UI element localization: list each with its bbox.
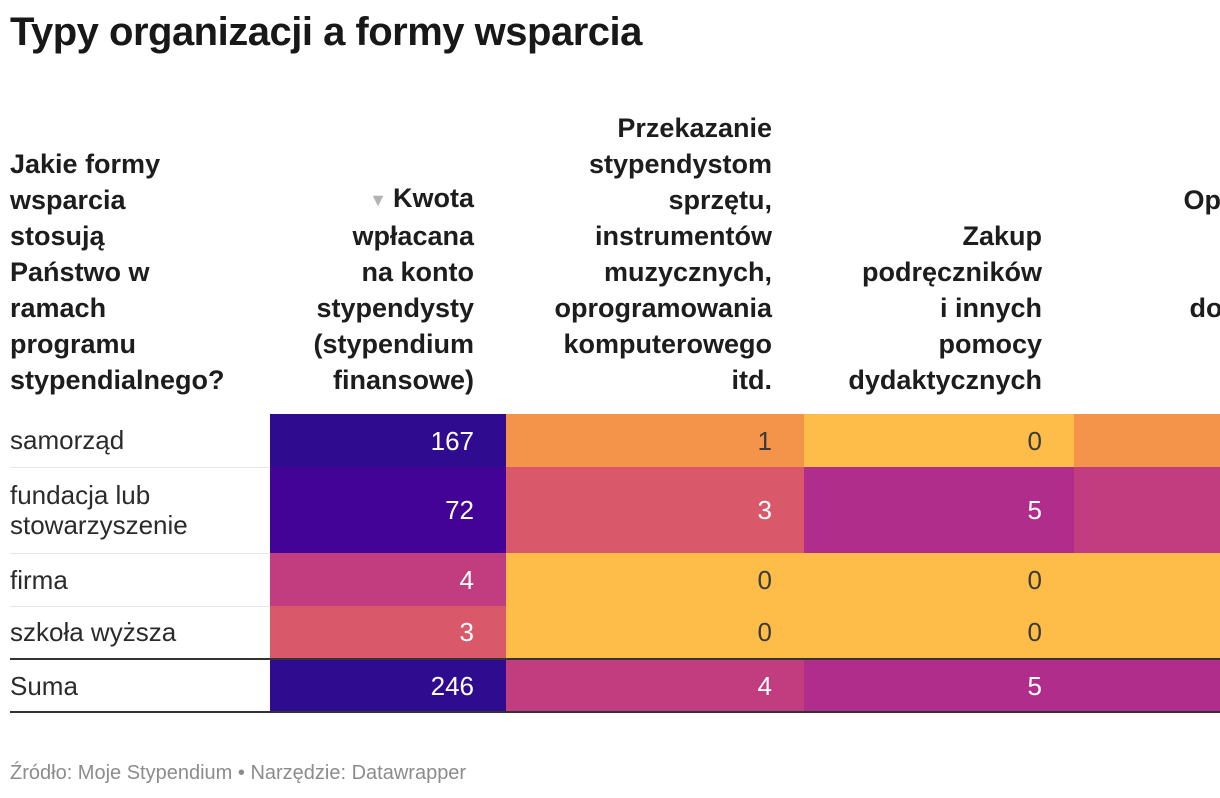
column-header-3[interactable]: Zakup podręczników i innych pomocy dydaktycz… bbox=[804, 110, 1074, 414]
column-header-line: itd. bbox=[731, 365, 773, 395]
column-header-line: i innych bbox=[939, 293, 1042, 323]
heatmap-cell: 5 bbox=[804, 467, 1074, 553]
total-label: Suma bbox=[10, 659, 270, 713]
column-header-line: oprogramowania bbox=[554, 293, 772, 323]
column-header-line: Zakup bbox=[962, 221, 1042, 251]
column-header-4[interactable]: Opłacenkosztdojazdo szkolubstud bbox=[1074, 110, 1220, 414]
heatmap-cell bbox=[1074, 414, 1220, 467]
source-note: Źródło: Moje Stypendium • Narzędzie: Dat… bbox=[10, 762, 467, 784]
header-row: Jakie formy wsparcia stosują Państwo w ramac… bbox=[10, 110, 1220, 414]
heatmap-cell: 3 bbox=[506, 467, 804, 553]
table-row: samorząd 167 1 0 bbox=[10, 414, 1220, 468]
chart-title: Typy organizacji a formy wsparcia bbox=[10, 10, 642, 54]
column-header-2[interactable]: Przekazanie stypendystom sprzętu, instrumen… bbox=[506, 110, 804, 414]
column-header-line: finansowe) bbox=[332, 365, 474, 395]
row-header-line: stosują bbox=[10, 221, 105, 251]
column-header-line: komputerowego bbox=[563, 329, 772, 359]
row-label: samorząd bbox=[10, 414, 270, 468]
table-row: fundacja lub stowarzyszenie 72 3 5 bbox=[10, 467, 1220, 554]
heatmap-cell: 0 bbox=[804, 414, 1074, 467]
column-header-line: Opłacen bbox=[1183, 185, 1220, 215]
row-header-line: Państwo w bbox=[10, 257, 150, 287]
heatmap-cell: 167 bbox=[270, 414, 506, 467]
heatmap-cell bbox=[1074, 606, 1220, 660]
total-row: Suma 246 4 5 bbox=[10, 659, 1220, 713]
heatmap-cell: 4 bbox=[270, 553, 506, 606]
heatmap-cell: 0 bbox=[506, 606, 804, 660]
row-header-line: Jakie formy bbox=[10, 149, 161, 179]
heatmap-table: Jakie formy wsparcia stosują Państwo w ramac… bbox=[10, 110, 1220, 713]
heatmap-cell: 72 bbox=[270, 467, 506, 553]
row-header-line: programu bbox=[10, 329, 137, 359]
column-header-line: na konto bbox=[361, 257, 475, 287]
heatmap-cell: 4 bbox=[506, 659, 804, 713]
row-label-line: szkoła wyższa bbox=[10, 617, 177, 648]
row-label-line: Suma bbox=[10, 670, 78, 701]
heatmap-cell: 0 bbox=[506, 553, 804, 606]
row-label: szkoła wyższa bbox=[10, 606, 270, 660]
heatmap-cell: 1 bbox=[506, 414, 804, 467]
table-row: firma 4 0 0 bbox=[10, 553, 1220, 607]
column-header-line: muzycznych, bbox=[603, 257, 772, 287]
row-label: firma bbox=[10, 553, 270, 607]
column-header-1[interactable]: ▼ Kwota wpłacana na konto stypendysty (stypen… bbox=[270, 110, 506, 414]
row-header-line: wsparcia bbox=[10, 185, 126, 215]
column-header-line: Przekazanie bbox=[617, 113, 772, 143]
heatmap-cell bbox=[1074, 553, 1220, 606]
column-header-line: instrumentów bbox=[594, 221, 772, 251]
heatmap-cell: 246 bbox=[270, 659, 506, 713]
row-header-line: ramach bbox=[10, 293, 107, 323]
column-header-line: (stypendium bbox=[313, 329, 474, 359]
table-body: samorząd 167 1 0 fundacja lub stowarzyszenie 7… bbox=[10, 414, 1220, 713]
table-row: szkoła wyższa 3 0 0 bbox=[10, 606, 1220, 660]
column-header-line: pomocy bbox=[938, 329, 1042, 359]
column-header-line: wpłacana bbox=[352, 221, 474, 251]
row-header-line: stypendialnego? bbox=[10, 365, 225, 395]
heatmap-cell: 0 bbox=[804, 606, 1074, 660]
row-label: fundacja lub stowarzyszenie bbox=[10, 467, 270, 554]
column-header-line: stypendystom bbox=[588, 149, 772, 179]
row-label-line: stowarzyszenie bbox=[10, 510, 188, 540]
heatmap-cell bbox=[1074, 467, 1220, 553]
column-header-line: stypendysty bbox=[316, 293, 474, 323]
column-header-line: Kwota bbox=[393, 183, 474, 214]
row-header-cell: Jakie formy wsparcia stosują Państwo w ramac… bbox=[10, 110, 270, 414]
column-header-line: do szko bbox=[1189, 293, 1220, 323]
row-label-line: fundacja lub bbox=[10, 480, 151, 510]
heatmap-cell: 0 bbox=[804, 553, 1074, 606]
column-header-line: dydaktycznych bbox=[848, 365, 1042, 395]
heatmap-table-container: Jakie formy wsparcia stosują Państwo w ramac… bbox=[10, 110, 1220, 730]
heatmap-cell: 5 bbox=[804, 659, 1074, 713]
column-header-line: sprzętu, bbox=[668, 185, 772, 215]
column-header-line: podręczników bbox=[861, 257, 1042, 287]
row-label-line: samorząd bbox=[10, 425, 125, 456]
heatmap-cell: 3 bbox=[270, 606, 506, 660]
heatmap-cell bbox=[1074, 659, 1220, 713]
sort-descending-icon[interactable]: ▼ bbox=[369, 190, 387, 210]
row-label-line: firma bbox=[10, 564, 68, 595]
